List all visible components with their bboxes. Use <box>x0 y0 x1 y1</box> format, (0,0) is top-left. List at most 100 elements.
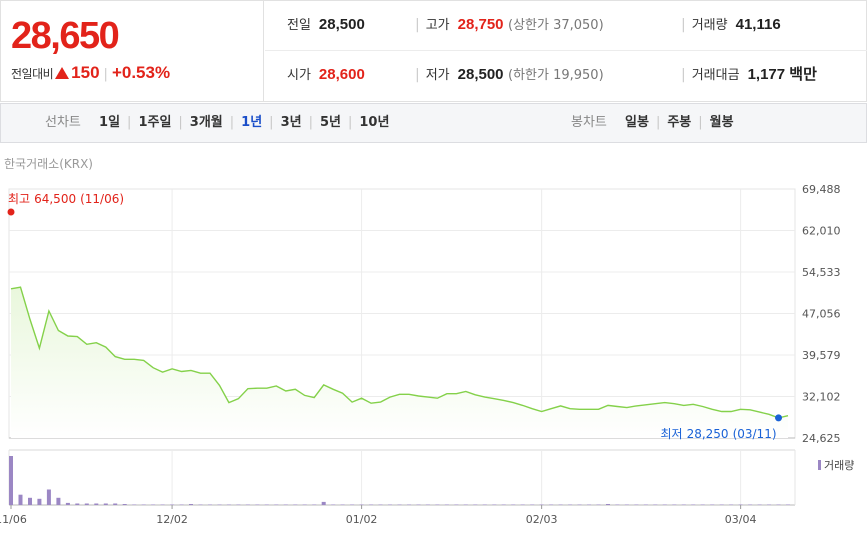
volume-bar <box>141 504 146 505</box>
volume-bar <box>340 504 345 505</box>
volume-bar <box>170 504 175 505</box>
up-triangle-icon <box>55 67 70 79</box>
volume-bar <box>482 504 487 505</box>
price-area <box>10 286 789 438</box>
volume-bar <box>56 497 61 505</box>
tab-divider: | <box>698 115 703 130</box>
volume-bar <box>520 504 525 505</box>
volume-bar <box>179 504 184 505</box>
volume-bar <box>587 504 591 505</box>
volume-bar <box>397 504 402 505</box>
period-tab[interactable]: 3개월 <box>189 115 223 130</box>
volume-bar <box>748 504 753 505</box>
y-tick-label: 54,533 <box>802 266 841 279</box>
volume-cell: | 거래량 41,116 <box>681 1 781 51</box>
lower-limit-label: 하한가 <box>513 68 549 83</box>
y-tick-label: 47,056 <box>802 308 841 321</box>
volume-bar <box>719 504 724 505</box>
tab-divider: | <box>347 115 353 130</box>
low-marker <box>775 414 783 422</box>
period-tab[interactable]: 5년 <box>319 115 341 130</box>
volume-bar <box>435 504 440 505</box>
y-tick-label: 69,488 <box>802 183 841 196</box>
x-tick-label: 01/02 <box>346 513 378 526</box>
high-label: 고가 <box>425 18 450 33</box>
volume-bar <box>151 504 156 505</box>
prev-close-label: 전일 <box>287 18 311 33</box>
volume-bar <box>94 503 99 505</box>
volume-bar <box>425 504 430 505</box>
volume-bar <box>264 504 269 505</box>
divider: | <box>103 67 108 82</box>
prev-close-cell: 전일 28,500 <box>287 1 365 51</box>
upper-limit-label: 상한가 <box>513 18 549 33</box>
candle-tab[interactable]: 일봉 <box>625 115 649 130</box>
tab-divider: | <box>269 115 274 130</box>
high-annotation: 최고 64,500 (11/06) <box>8 192 124 206</box>
volume-bar <box>767 504 771 505</box>
volume-bar <box>350 504 355 505</box>
volume-bar <box>776 504 781 505</box>
quote-summary: 28,650 전일대비 150 | +0.53% 전일 28,500 | 고가 28,750… <box>0 0 867 102</box>
low-annotation-value: 28,250 <box>687 427 729 441</box>
volume-bar <box>473 504 478 505</box>
volume-bar <box>454 504 459 505</box>
y-tick-label: 32,102 <box>802 391 841 404</box>
period-tab[interactable]: 1주일 <box>138 115 172 130</box>
volume-bar <box>65 502 70 505</box>
period-tab[interactable]: 1일 <box>99 115 121 130</box>
candle-tab[interactable]: 주봉 <box>667 115 692 130</box>
volume-bar <box>378 504 383 505</box>
x-tick-label: 12/02 <box>156 513 188 526</box>
price-chart[interactable]: 69,488 62,010 54,533 47,056 39,579 32,102 24,6… <box>0 170 867 535</box>
volume-bar <box>606 504 610 505</box>
volume-bar <box>132 504 137 505</box>
volume-bar <box>596 504 601 505</box>
tab-divider: | <box>127 115 132 130</box>
volume-bar <box>539 504 544 505</box>
prev-close-value: 28,500 <box>318 16 365 33</box>
volume-bar <box>501 504 506 505</box>
x-tick-label: 11/06 <box>0 513 27 526</box>
low-annotation: 최저 28,250 (03/11) <box>660 427 776 441</box>
divider: | <box>415 17 420 33</box>
upper-limit-value: 37,050 <box>553 18 599 33</box>
trade-amount-label: 거래대금 <box>691 68 740 83</box>
volume-bar <box>18 494 23 505</box>
candle-chart-label: 봉차트 <box>571 115 607 130</box>
open-cell: 시가 28,600 <box>287 51 365 101</box>
change-row: 전일대비 150 | +0.53% <box>11 63 170 83</box>
volume-bars <box>9 456 790 505</box>
high-value: 28,750 <box>457 16 504 33</box>
volume-bar <box>662 504 667 505</box>
low-annotation-date: (03/11) <box>733 427 777 441</box>
price-line <box>10 286 789 419</box>
current-price: 28,650 <box>11 15 120 57</box>
period-tab[interactable]: 1년 <box>241 115 263 130</box>
tab-divider: | <box>655 115 661 130</box>
volume-bar <box>293 504 298 505</box>
volume-legend-label: 거래량 <box>824 459 854 472</box>
tab-divider: | <box>308 115 313 130</box>
volume-bar <box>255 504 260 505</box>
volume-bar <box>160 504 165 505</box>
lower-limit-value: 19,950 <box>553 68 599 83</box>
volume-bar <box>369 504 374 505</box>
chart-annotations: 거래량 최고 64,500 (11/06) 최저 28,250 (03/11) <box>7 192 854 472</box>
volume-bar <box>463 504 468 505</box>
high-marker <box>7 208 15 216</box>
candle-tab[interactable]: 월봉 <box>709 115 734 130</box>
volume-bar <box>122 504 127 505</box>
volume-bar <box>28 497 32 505</box>
period-tab[interactable]: 10년 <box>359 115 390 130</box>
price-area-fill <box>11 287 788 438</box>
change-value: 150 <box>71 63 100 82</box>
volume-bar <box>245 504 250 505</box>
period-tab[interactable]: 3년 <box>280 115 302 130</box>
exchange-label: 한국거래소(KRX) <box>4 157 93 171</box>
low-annotation-label: 최저 <box>660 427 682 441</box>
volume-bar <box>511 504 516 505</box>
volume-bar <box>75 503 80 505</box>
volume-bar <box>189 504 193 505</box>
y-tick-label: 62,010 <box>802 225 841 238</box>
